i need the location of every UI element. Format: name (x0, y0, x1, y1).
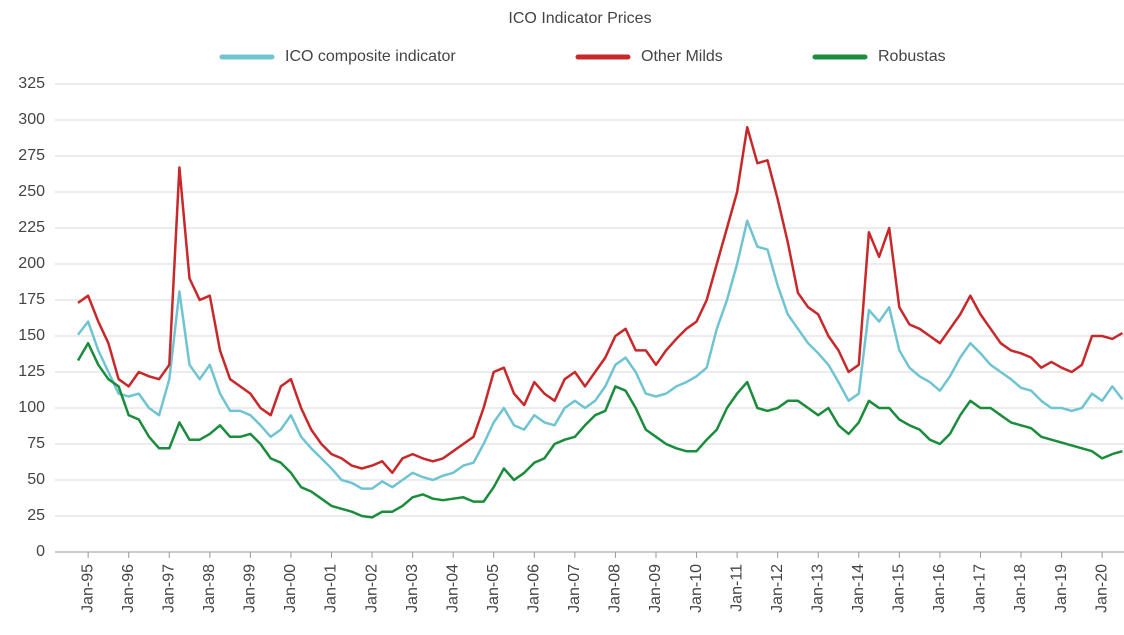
y-tick-label: 75 (27, 435, 45, 452)
x-tick-label: Jan-97 (160, 564, 177, 613)
series-line (77, 125, 1124, 475)
legend-label: ICO composite indicator (285, 48, 456, 65)
y-tick-label: 100 (18, 399, 45, 416)
y-tick-label: 0 (36, 543, 45, 560)
x-tick-label: Jan-13 (809, 564, 826, 613)
y-tick-label: 125 (18, 363, 45, 380)
y-tick-label: 225 (18, 219, 45, 236)
y-tick-label: 250 (18, 183, 45, 200)
x-tick-label: Jan-95 (79, 564, 96, 613)
x-tick-label: Jan-14 (850, 564, 867, 613)
x-tick-label: Jan-96 (120, 564, 137, 613)
y-tick-label: 275 (18, 147, 45, 164)
x-tick-label: Jan-11 (728, 564, 745, 612)
x-tick-label: Jan-06 (526, 564, 543, 613)
x-tick-label: Jan-98 (201, 564, 218, 613)
y-tick-label: 150 (18, 327, 45, 344)
x-tick-label: Jan-19 (1053, 564, 1070, 613)
x-tick-label: Jan-07 (566, 564, 583, 613)
y-tick-label: 50 (27, 471, 45, 488)
legend-label: Other Milds (641, 48, 723, 65)
series-line (77, 219, 1124, 490)
series-line (76, 341, 1123, 519)
y-tick-label: 300 (18, 111, 45, 128)
x-tick-label: Jan-08 (607, 564, 624, 613)
x-tick-label: Jan-00 (282, 564, 299, 613)
x-tick-label: Jan-15 (891, 564, 908, 613)
x-tick-label: Jan-01 (323, 564, 340, 613)
x-tick-label: Jan-20 (1093, 564, 1110, 613)
y-tick-label: 175 (18, 291, 45, 308)
y-tick-label: 325 (18, 75, 45, 92)
x-tick-label: Jan-17 (972, 564, 989, 613)
x-tick-label: Jan-03 (404, 564, 421, 613)
chart-title: ICO Indicator Prices (508, 10, 651, 27)
x-tick-label: Jan-99 (242, 564, 259, 613)
x-tick-label: Jan-05 (485, 564, 502, 613)
legend-label: Robustas (878, 48, 946, 65)
x-tick-label: Jan-09 (647, 564, 664, 613)
y-tick-label: 25 (27, 507, 45, 524)
x-tick-label: Jan-02 (363, 564, 380, 613)
x-tick-label: Jan-12 (769, 564, 786, 613)
x-tick-label: Jan-04 (444, 564, 461, 613)
x-tick-label: Jan-18 (1012, 564, 1029, 613)
y-tick-label: 200 (18, 255, 45, 272)
x-tick-label: Jan-10 (688, 564, 705, 613)
x-tick-label: Jan-16 (931, 564, 948, 613)
